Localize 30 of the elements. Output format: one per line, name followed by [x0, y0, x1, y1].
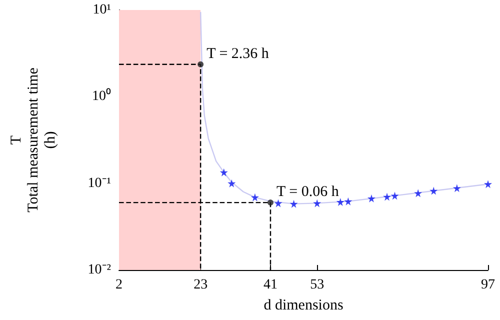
y-tick-label: 10⁻¹ [88, 176, 111, 191]
point [452, 184, 461, 192]
point [336, 198, 344, 206]
y-tick-label: 10⁰ [92, 88, 111, 104]
annotation: T = 2.36 h [206, 46, 270, 62]
x-tick-label: 53 [310, 278, 324, 292]
point [414, 189, 422, 198]
point [267, 200, 274, 206]
point [390, 192, 399, 200]
point [313, 199, 322, 208]
x-tick-label: 2 [116, 278, 122, 292]
point [430, 186, 438, 195]
point [367, 194, 376, 202]
annotation: T = 0.06 h [276, 184, 340, 200]
x-tick-label: 23 [194, 278, 208, 292]
point [250, 193, 259, 202]
point [484, 180, 492, 188]
point [383, 192, 392, 201]
point [290, 200, 298, 208]
x-axis-title: d dimensions [264, 297, 344, 314]
x-tick-label: 41 [263, 278, 278, 292]
y-tick-label: 10⁻² [88, 262, 111, 278]
point [198, 61, 204, 68]
point [344, 197, 352, 206]
y-axis-title: T Total measurement time (h) [8, 67, 58, 212]
y-tick-label: 10¹ [92, 2, 111, 18]
point [228, 179, 236, 188]
point [274, 199, 282, 208]
point [220, 168, 228, 176]
x-tick-label: 97 [481, 278, 495, 292]
